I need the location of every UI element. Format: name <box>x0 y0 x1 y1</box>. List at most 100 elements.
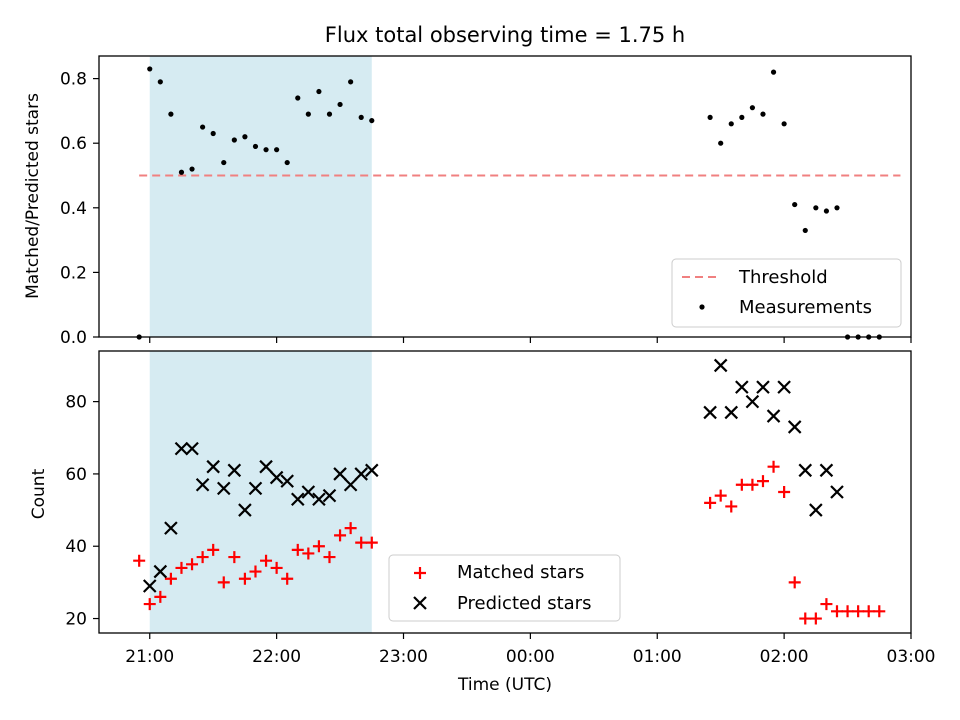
matched-star-point <box>302 547 315 560</box>
predicted-star-point <box>830 485 844 499</box>
matched-star-point <box>249 565 262 578</box>
matched-star-point <box>344 522 357 535</box>
measurement-point <box>728 121 734 127</box>
measurement-points <box>136 66 882 340</box>
matched-star-point <box>735 478 748 491</box>
matched-star-point <box>355 536 368 549</box>
measurement-point <box>823 208 830 214</box>
predicted-star-point <box>798 463 813 478</box>
measurements-legend-label: Measurements <box>739 297 872 318</box>
measurement-point <box>707 114 713 120</box>
x-tick-label: 03:00 <box>887 647 936 667</box>
matched-star-point <box>809 612 822 625</box>
measurement-point <box>749 105 756 111</box>
measurement-point <box>792 201 798 208</box>
predicted-star-point <box>248 481 263 496</box>
predicted-star-point <box>216 481 231 496</box>
measurement-point <box>781 121 787 127</box>
measurement-point <box>231 137 237 143</box>
matched-star-point <box>725 500 738 513</box>
measurement-point <box>242 134 248 140</box>
count-panel: 20 40 60 80 21:00 22:00 23:00 00:00 01:00 02:00 0… <box>29 350 936 695</box>
predicted-star-point <box>185 441 199 456</box>
y-tick-label: 20 <box>65 610 87 630</box>
matched-star-point <box>334 529 347 542</box>
measurement-point <box>305 111 311 117</box>
count-x-ticks: 21:00 22:00 23:00 00:00 01:00 02:00 03:00 <box>125 633 936 667</box>
predicted-star-point <box>206 459 220 474</box>
measurement-point <box>739 114 745 120</box>
x-tick-label: 02:00 <box>760 647 809 667</box>
matched-star-point <box>143 598 156 611</box>
matched-star-point <box>270 561 283 574</box>
matched-star-point <box>133 554 146 567</box>
ratio-legend: Threshold Measurements <box>671 258 902 328</box>
measurement-point <box>274 147 280 153</box>
measurement-point <box>147 66 153 72</box>
matched-star-point <box>323 551 336 564</box>
matched-star-point <box>830 605 843 618</box>
matched-star-point <box>312 540 325 553</box>
predicted-star-point <box>713 358 728 373</box>
measurement-point <box>168 111 174 117</box>
predicted-star-point <box>269 470 284 485</box>
measurement-point <box>834 205 840 211</box>
matched-star-point <box>217 576 230 589</box>
matched-star-point <box>852 605 865 618</box>
predicted-star-point <box>238 503 252 517</box>
measurement-point <box>802 227 808 234</box>
predicted-star-point <box>745 394 760 409</box>
measurement-point <box>263 147 269 153</box>
predicted-star-point <box>703 405 717 420</box>
predicted-legend-swatch <box>413 596 427 610</box>
ratio-x-ticks <box>149 337 912 343</box>
matched-star-point <box>820 598 833 611</box>
predicted-star-point <box>735 380 749 394</box>
measurement-point <box>337 101 343 108</box>
predicted-star-point <box>301 485 316 499</box>
y-tick-label: 60 <box>65 465 87 485</box>
measurement-point <box>178 169 185 175</box>
matched-star-point <box>862 605 875 618</box>
count-legend: Matched stars Predicted stars <box>388 554 621 622</box>
measurement-point <box>760 111 766 117</box>
matched-star-point <box>186 558 199 571</box>
matched-legend-label: Matched stars <box>457 562 584 583</box>
matched-star-point <box>873 605 886 618</box>
y-tick-label: 0.4 <box>60 199 87 219</box>
y-tick-label: 0.2 <box>60 263 87 283</box>
matched-star-point <box>175 561 188 574</box>
predicted-star-point <box>365 463 379 478</box>
matched-star-point <box>714 489 727 502</box>
predicted-star-point <box>724 405 739 420</box>
measurement-point <box>369 117 375 124</box>
count-legend-box <box>388 554 621 622</box>
predicted-star-point <box>787 420 802 434</box>
y-tick-label: 80 <box>65 393 87 413</box>
matched-star-point <box>154 590 167 603</box>
matched-star-point <box>746 478 759 491</box>
matched-star-point <box>260 554 273 567</box>
measurement-point <box>316 88 322 95</box>
matched-star-point <box>704 496 717 509</box>
matched-star-point <box>291 543 304 556</box>
measurement-point <box>210 130 216 137</box>
x-tick-label: 00:00 <box>506 647 555 667</box>
ratio-panel: 0.0 0.2 0.4 0.6 0.8 Flux total observing tim… <box>23 23 912 348</box>
predicted-star-point <box>174 441 189 456</box>
predicted-star-point <box>312 492 326 507</box>
ratio-legend-box <box>671 258 902 328</box>
measurement-point <box>813 205 819 211</box>
predicted-star-point <box>333 467 347 481</box>
ratio-y-axis-label: Matched/Predicted stars <box>23 93 43 299</box>
count-y-axis-label: Count <box>29 468 49 519</box>
matched-star-point <box>281 572 294 585</box>
measurement-point <box>326 111 333 117</box>
ratio-y-ticks: 0.0 0.2 0.4 0.6 0.8 <box>60 70 99 348</box>
matched-star-point <box>196 551 209 564</box>
predicted-star-point <box>290 492 305 507</box>
measurement-point <box>221 159 227 166</box>
y-tick-label: 40 <box>65 537 87 557</box>
predicted-star-point <box>153 564 168 579</box>
